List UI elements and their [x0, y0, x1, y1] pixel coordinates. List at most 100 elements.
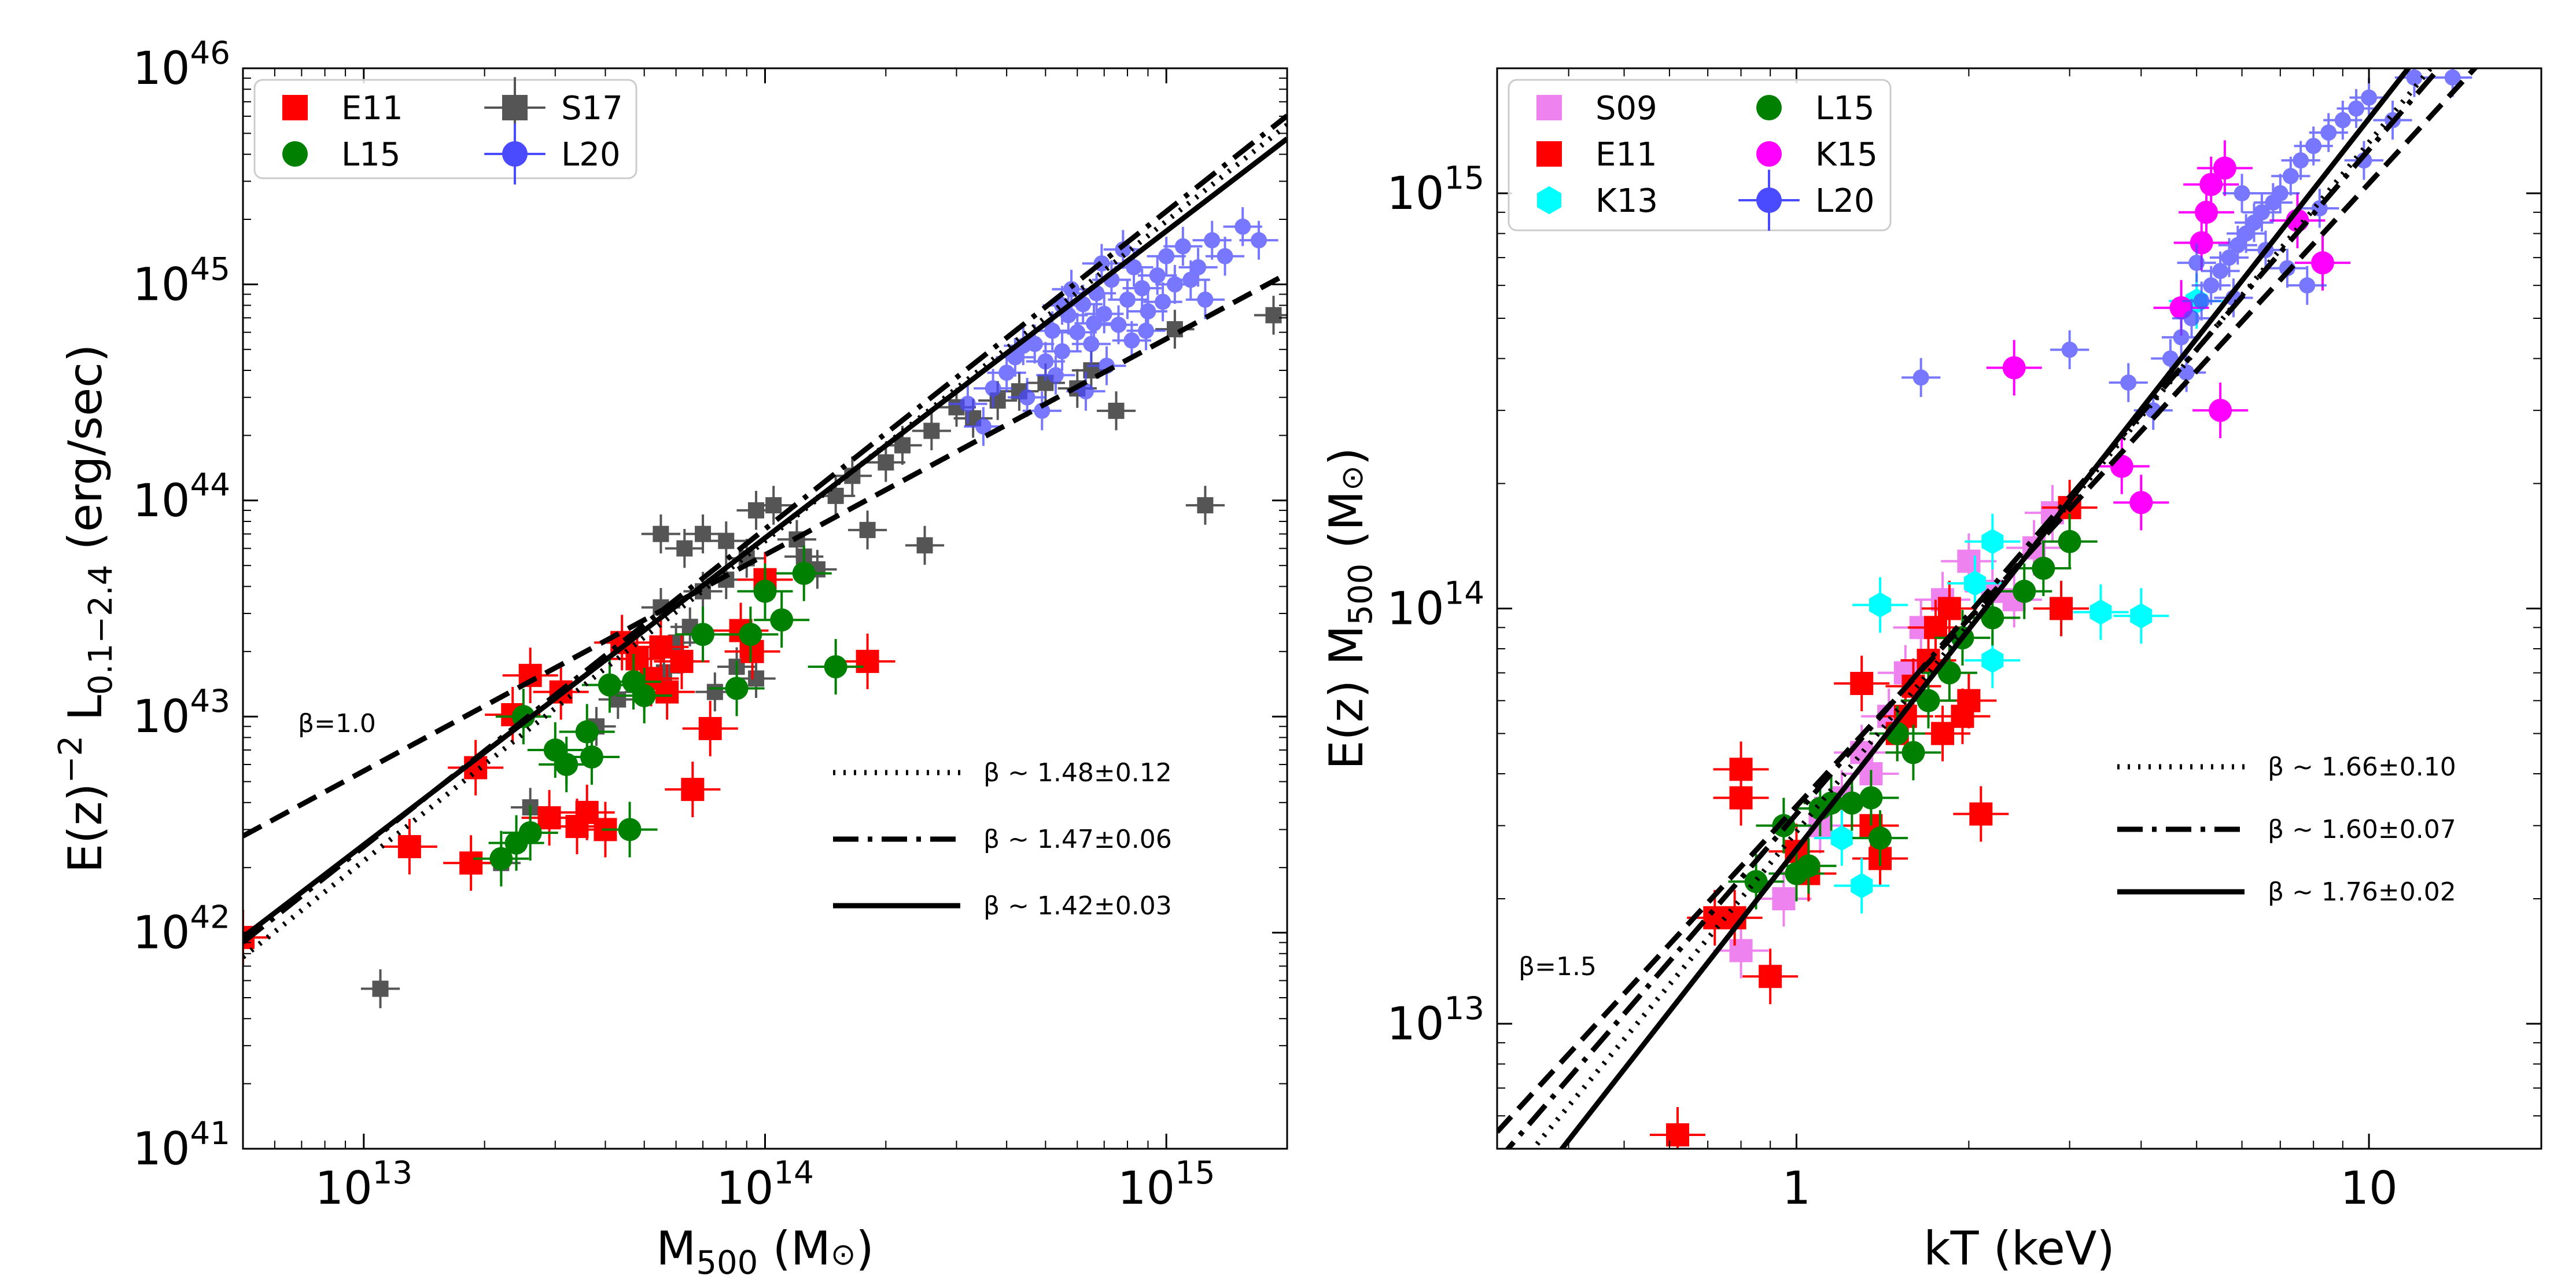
point-l15 [824, 655, 847, 679]
point-e11 [459, 851, 483, 875]
legend-label-s09: S09 [1595, 90, 1657, 127]
point-l20 [2272, 185, 2288, 201]
fit-legend-label: β ~ 1.60±0.07 [2268, 815, 2456, 844]
y-tick-label: 1015 [1387, 159, 1484, 220]
point-l20 [2229, 237, 2246, 253]
point-l20 [1234, 218, 1251, 235]
point-l20 [2348, 100, 2365, 117]
point-l20 [1912, 369, 1929, 386]
point-l15 [725, 677, 749, 700]
point-e11 [1931, 722, 1955, 745]
point-l20 [1158, 248, 1175, 264]
legend-marker-e11 [1536, 141, 1562, 167]
point-l15 [770, 608, 794, 632]
x-tick-label: 1 [1782, 1163, 1811, 1215]
y-tick-label: 1046 [132, 34, 230, 95]
point-e11 [1850, 671, 1874, 695]
point-s17 [706, 683, 723, 700]
fit-line-dashed [1497, 68, 2479, 1134]
point-l20 [985, 380, 1001, 397]
point-l20 [1217, 248, 1233, 264]
series-l15 [473, 545, 864, 887]
point-l20 [2178, 364, 2195, 381]
right-slope-annotation: β=1.5 [1519, 952, 1597, 981]
point-s09 [1729, 939, 1753, 962]
y-tick-label: 1014 [1387, 574, 1484, 635]
point-k13 [1851, 873, 1873, 899]
point-l20 [1047, 367, 1064, 384]
point-l20 [1110, 317, 1127, 333]
left-plot-area [243, 113, 1287, 1009]
y-tick-label: 1045 [132, 250, 230, 311]
legend-marker-s17 [502, 95, 528, 120]
point-l15 [1797, 854, 1820, 878]
fit-line-solid [243, 137, 1287, 939]
point-s17 [765, 497, 782, 514]
point-l20 [1174, 238, 1191, 255]
point-l20 [2299, 277, 2316, 294]
point-l15 [2013, 579, 2036, 603]
point-l15 [753, 579, 777, 603]
point-l20 [975, 418, 992, 435]
legend-label-e11: E11 [341, 90, 403, 127]
point-k13 [1981, 648, 2004, 674]
point-l20 [1149, 267, 1166, 284]
point-e11 [655, 680, 679, 704]
point-s17 [718, 532, 735, 549]
point-l20 [998, 365, 1015, 381]
fit-legend-label: β ~ 1.48±0.12 [983, 758, 1172, 788]
point-l20 [2334, 112, 2351, 128]
point-l20 [2253, 204, 2270, 220]
point-l15 [555, 753, 578, 777]
point-l15 [1981, 606, 2004, 630]
point-l20 [2282, 168, 2299, 185]
right-x-axis-label: kT (keV) [1923, 1222, 2114, 1275]
point-e11 [1937, 597, 1961, 620]
fit-legend-label: β ~ 1.76±0.02 [2268, 877, 2456, 907]
point-s09 [1957, 549, 1981, 573]
point-l20 [1083, 336, 1100, 352]
legend-marker-l20 [1756, 188, 1782, 213]
point-l20 [1037, 353, 1054, 370]
point-l20 [2203, 277, 2220, 294]
y-tick-label: 1044 [132, 466, 230, 527]
point-l20 [1119, 291, 1136, 308]
point-e11 [1957, 689, 1981, 712]
point-l20 [1096, 306, 1112, 322]
x-tick-label: 1014 [716, 1154, 814, 1215]
point-l20 [1140, 303, 1156, 320]
point-k15 [2311, 251, 2335, 275]
point-k15 [2190, 231, 2213, 255]
x-tick-label: 10 [2340, 1163, 2397, 1215]
point-s17 [676, 540, 693, 557]
x-tick-label: 1015 [1118, 1154, 1215, 1215]
point-l15 [1937, 661, 1961, 685]
point-e11 [698, 716, 722, 740]
point-l20 [2305, 138, 2322, 155]
point-k13 [1981, 528, 2004, 554]
point-l15 [1859, 786, 1883, 810]
point-l15 [1917, 689, 1940, 712]
point-e11 [397, 835, 421, 859]
legend-marker-l15 [282, 141, 308, 167]
y-tick-label: 1042 [132, 899, 230, 960]
point-e11 [670, 649, 694, 673]
point-l15 [2058, 530, 2081, 553]
point-e11 [649, 635, 673, 659]
point-l20 [2444, 69, 2461, 86]
point-s17 [1265, 307, 1282, 323]
left-y-axis-label: E(z)−2 L0.1−2.4 (erg/sec) [52, 344, 120, 873]
point-l20 [1069, 324, 1086, 341]
point-l15 [575, 720, 599, 744]
fit-legend-label: β ~ 1.47±0.06 [983, 825, 1172, 854]
point-l20 [2406, 69, 2423, 86]
point-s17 [748, 670, 765, 687]
y-tick-label: 1013 [1387, 990, 1484, 1050]
point-l20 [1134, 280, 1151, 297]
right-y-axis-label: E(z) M500 (M⊙) [1320, 447, 1380, 770]
series-k15 [1986, 140, 2351, 531]
point-l20 [2120, 374, 2137, 391]
legend-label-s17: S17 [561, 90, 623, 127]
y-tick-label: 1043 [132, 682, 230, 743]
